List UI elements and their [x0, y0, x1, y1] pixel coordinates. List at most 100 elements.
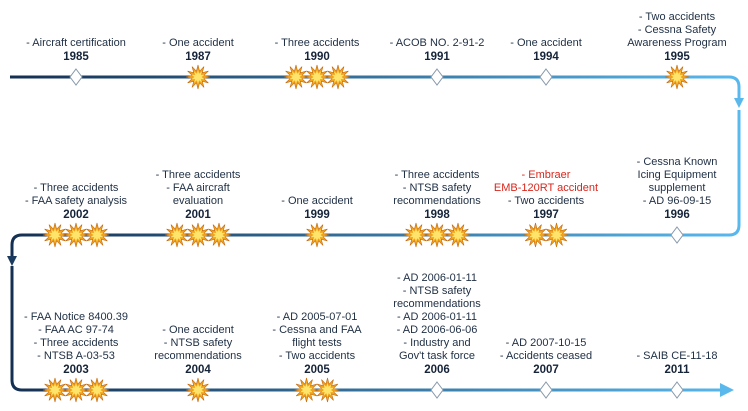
explosion-burst-icon	[424, 222, 450, 248]
event-line: Icing Equipment	[637, 169, 717, 181]
event-year: 1997	[533, 209, 559, 221]
timeline-event: - Aircraft certification 1985	[17, 37, 135, 64]
diamond-marker-icon	[539, 68, 553, 86]
timeline-event: - Two accidents - Cessna Safety Awareness …	[618, 11, 736, 64]
event-description: - Three accidents - FAA safety analysis	[17, 182, 135, 208]
event-year: 2004	[185, 364, 211, 376]
event-line: flight tests	[292, 337, 342, 349]
event-description: - AD 2007-10-15- Accidents ceased	[487, 337, 605, 363]
event-line: - Accidents ceased	[499, 350, 593, 362]
event-line: - AD 2006-01-11	[397, 272, 477, 284]
diamond-marker-icon	[670, 381, 684, 399]
event-description: - Two accidents - Cessna Safety Awareness …	[618, 11, 736, 50]
event-line: - NTSB A-03-53	[37, 350, 115, 362]
event-line: - Aircraft certification	[26, 37, 126, 49]
event-line: recommendations	[393, 195, 481, 207]
event-description: - One accident	[258, 195, 376, 208]
timeline-event: - One accident - NTSB safety recommendatio…	[139, 324, 257, 377]
timeline-event: - One accident 1999	[258, 195, 376, 222]
event-line: - Cessna Safety	[637, 24, 717, 36]
explosion-burst-icon	[544, 222, 569, 248]
event-line: Awareness Program	[627, 37, 727, 49]
timeline-event: - ACOB NO. 2-91-2 1991	[378, 37, 496, 64]
diamond-marker-icon	[430, 68, 444, 86]
event-line: - FAA safety analysis	[24, 195, 128, 207]
timeline-row-1-line	[10, 75, 741, 100]
explosion-burst-icon	[523, 222, 548, 248]
timeline-event: - Three accidents - FAA aircraft evaluatio…	[139, 169, 257, 222]
event-year: 1998	[424, 209, 450, 221]
explosion-burst-icon	[185, 64, 211, 90]
event-line: - ACOB NO. 2-91-2	[389, 37, 485, 49]
event-year: 2007	[533, 364, 559, 376]
event-line: - AD 2005-07-01	[276, 311, 358, 323]
event-description: - One accident - NTSB safety recommendatio…	[139, 324, 257, 363]
explosion-burst-icon	[185, 377, 211, 403]
event-description: - AD 2005-07-01- Cessna and FAA flight te…	[258, 311, 376, 363]
explosion-burst-icon	[185, 222, 211, 248]
event-line: - AD 2006-06-06	[396, 324, 478, 336]
event-line: recommendations	[393, 298, 481, 310]
explosion-burst-icon	[403, 222, 429, 248]
timeline-event: - AD 2005-07-01- Cessna and FAA flight te…	[258, 311, 376, 377]
explosion-burst-icon	[283, 64, 309, 90]
timeline-event: - One accident 1994	[487, 37, 605, 64]
event-line: - NTSB safety	[163, 337, 233, 349]
event-year: 1991	[424, 51, 450, 63]
event-description: - Aircraft certification	[17, 37, 135, 50]
arrowhead-icon	[7, 256, 17, 266]
event-description: - One accident	[487, 37, 605, 50]
event-line: - SAIB CE-11-18	[636, 350, 718, 362]
diamond-marker-icon	[430, 381, 444, 399]
event-line: - Three accidents	[155, 169, 241, 181]
explosion-burst-icon	[325, 64, 351, 90]
event-year: 1990	[304, 51, 330, 63]
event-year: 2011	[664, 364, 690, 376]
explosion-burst-icon	[63, 377, 89, 403]
event-line: - FAA aircraft	[166, 182, 230, 194]
explosion-burst-icon	[664, 64, 690, 90]
event-line: supplement	[648, 182, 706, 194]
timeline-row-2-line	[10, 110, 741, 258]
event-line: - NTSB safety	[402, 182, 472, 194]
event-line: - Two accidents	[278, 350, 356, 362]
event-line: Gov't task force	[398, 350, 476, 362]
event-description: - FAA Notice 8400.39- FAA AC 97-74- Thre…	[17, 311, 135, 363]
event-description: - Three accidents - FAA aircraft evaluatio…	[139, 169, 257, 208]
timeline-row-3-line	[10, 266, 724, 392]
timeline-event: - AD 2007-10-15- Accidents ceased 2007	[487, 337, 605, 377]
explosion-burst-icon	[206, 222, 232, 248]
event-line: - One accident	[281, 195, 353, 207]
event-line: - FAA Notice 8400.39	[24, 311, 128, 323]
event-year: 2005	[304, 364, 330, 376]
timeline-event: - Three accidents - FAA safety analysis 20…	[17, 182, 135, 222]
explosion-burst-icon	[84, 222, 110, 248]
event-description: - SAIB CE-11-18	[618, 350, 736, 363]
event-description: - Cessna Known Icing Equipment supplement -…	[618, 156, 736, 208]
explosion-burst-icon	[445, 222, 471, 248]
event-year: 2006	[424, 364, 450, 376]
event-line: EMB-120RT accident	[493, 182, 599, 194]
event-line: - AD 96-09-15	[642, 195, 712, 207]
arrowhead-icon	[734, 98, 744, 108]
event-line: - Two accidents	[507, 195, 585, 207]
timeline-event: - AD 2006-01-11- NTSB safety recommendati…	[378, 272, 496, 377]
timeline-event: - Cessna Known Icing Equipment supplement -…	[618, 156, 736, 222]
event-line: - AD 2006-01-11	[397, 311, 477, 323]
timeline-event: - Three accidents 1990	[258, 37, 376, 64]
event-year: 1996	[664, 209, 690, 221]
event-line: - Industry and	[403, 337, 471, 349]
timeline-event: - One accident 1987	[139, 37, 257, 64]
event-line: - FAA AC 97-74	[38, 324, 114, 336]
diamond-marker-icon	[69, 68, 83, 86]
explosion-burst-icon	[42, 222, 68, 248]
diamond-marker-icon	[539, 381, 553, 399]
explosion-burst-icon	[294, 377, 319, 403]
event-line: recommendations	[154, 350, 242, 362]
event-description: - Three accidents	[258, 37, 376, 50]
event-year: 2002	[63, 209, 89, 221]
event-line: - Three accidents	[394, 169, 480, 181]
event-description: - ACOB NO. 2-91-2	[378, 37, 496, 50]
